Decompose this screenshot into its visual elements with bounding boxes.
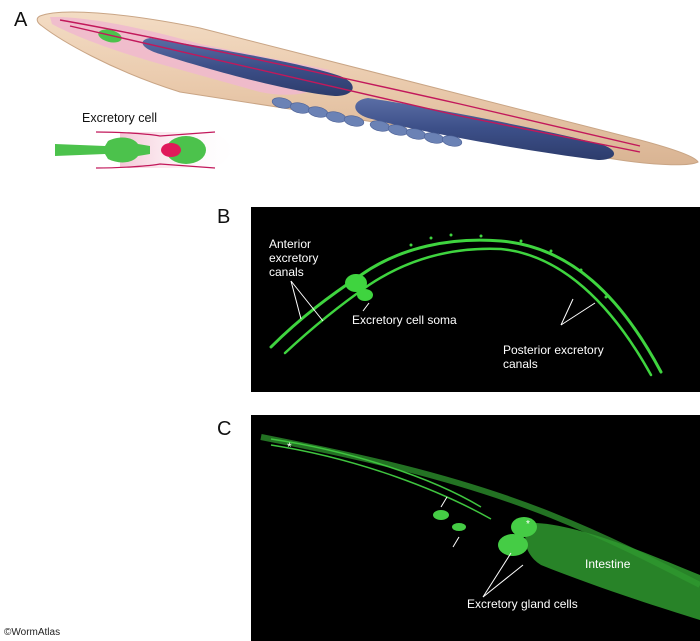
worm-anatomy-illustration (36, 11, 699, 169)
excretory-canal-dorsal (59, 19, 641, 147)
gland-cells-fluorescence: * * (260, 434, 700, 620)
svg-text:*: * (526, 519, 530, 530)
panel-c-letter: C (217, 418, 232, 440)
eggs-row (271, 97, 463, 147)
copyright-text: ©WormAtlas (4, 627, 61, 638)
svg-text:*: * (287, 440, 292, 454)
excretory-cell-label: Excretory cell (82, 111, 158, 125)
intestine-label: Intestine (585, 557, 631, 571)
excretory-cell-inset (55, 131, 240, 169)
intestine-region (525, 523, 700, 620)
panel-a-letter: A (14, 9, 28, 31)
posterior-canals-label: Posterior excretory canals (503, 343, 604, 371)
soma-label: Excretory cell soma (352, 313, 457, 327)
anterior-canals-label: Anterior excretory canals (269, 237, 319, 279)
intestine-posterior (355, 98, 615, 160)
excretory-canals-fluorescence (269, 233, 663, 377)
panel-b-letter: B (217, 206, 231, 228)
head-excretory-cell (98, 29, 122, 43)
gland-cells-label: Excretory gland cells (467, 597, 578, 611)
panel-b-micrograph: Anterior excretory canals Excretory cell… (251, 207, 700, 392)
panel-c-micrograph: * * Intestine Excretory gland cells (251, 415, 700, 641)
excretory-canal-ventral (69, 25, 641, 153)
